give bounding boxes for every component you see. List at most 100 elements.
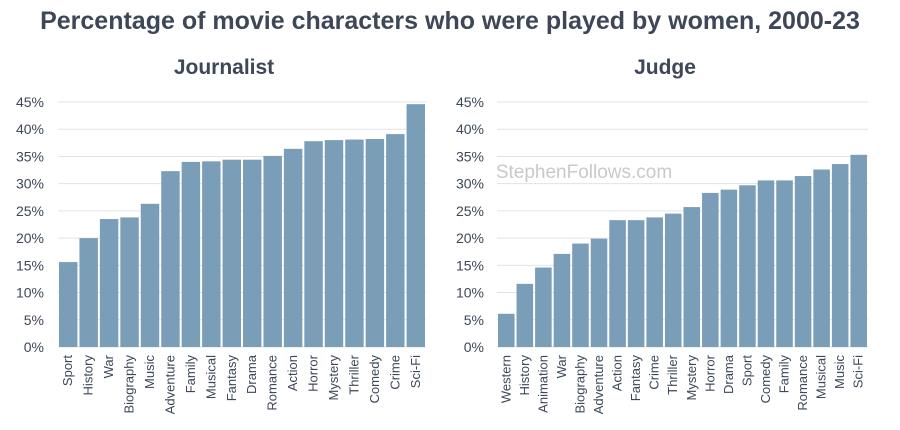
journalist-category-label: Horror	[306, 354, 321, 392]
journalist-y-tick-label: 45%	[16, 94, 44, 110]
judge-category-label: Animation	[535, 355, 550, 413]
journalist-bar-musical	[202, 161, 221, 347]
journalist-bar-action	[283, 148, 303, 347]
journalist-category-label: Adventure	[162, 355, 177, 414]
journalist-category-label: Thriller	[346, 354, 361, 394]
journalist-bar-sport	[59, 262, 78, 347]
judge-category-label: Fantasy	[628, 355, 643, 402]
judge-bar-music	[831, 164, 849, 347]
journalist-category-label: Mystery	[326, 355, 341, 401]
judge-category-label: Western	[498, 355, 513, 403]
journalist-category-label: Fantasy	[224, 355, 239, 402]
journalist-category-label: Drama	[244, 354, 259, 394]
judge-bar-horror	[702, 192, 719, 347]
judge-category-label: Music	[832, 355, 847, 389]
journalist-category-label: Musical	[203, 355, 218, 399]
journalist-category-label: Sci-Fi	[408, 355, 423, 388]
judge-bar-thriller	[664, 213, 682, 347]
judge-bar-action	[609, 220, 626, 347]
chart-main-title: Percentage of movie characters who were …	[40, 7, 860, 35]
judge-bar-war	[553, 253, 571, 347]
journalist-category-label: Crime	[387, 355, 402, 390]
journalist-category-label: Sport	[60, 355, 75, 386]
judge-category-label: Comedy	[758, 355, 773, 404]
journalist-category-label: Action	[285, 355, 300, 391]
judge-category-label: Biography	[572, 355, 587, 414]
judge-y-tick-label: 25%	[456, 203, 484, 219]
journalist-bar-drama	[243, 159, 262, 347]
judge-category-label: Sport	[739, 355, 754, 386]
judge-bar-animation	[535, 267, 552, 347]
journalist-y-tick-label: 20%	[16, 230, 44, 246]
journalist-category-label: Music	[142, 355, 157, 389]
judge-bar-western	[498, 313, 515, 347]
judge-y-tick-label: 0%	[464, 339, 484, 355]
judge-y-tick-label: 15%	[456, 257, 484, 273]
journalist-category-label: Family	[183, 355, 198, 394]
judge-bar-musical	[813, 169, 830, 347]
judge-y-tick-label: 45%	[456, 94, 484, 110]
journalist-bar-sci-fi	[406, 104, 425, 347]
journalist-bar-horror	[304, 141, 323, 347]
judge-category-label: Thriller	[665, 354, 680, 394]
judge-y-tick-label: 40%	[456, 121, 484, 137]
journalist-bar-history	[79, 238, 98, 347]
journalist-bar-family	[181, 161, 201, 347]
journalist-category-label: Romance	[265, 355, 280, 411]
judge-bar-fantasy	[627, 220, 645, 347]
journalist-panel-title: Journalist	[174, 56, 274, 79]
judge-bar-adventure	[590, 238, 608, 347]
judge-category-label: Drama	[721, 354, 736, 394]
judge-y-tick-label: 10%	[456, 285, 484, 301]
judge-category-label: Action	[610, 355, 625, 391]
judge-category-label: Crime	[647, 355, 662, 390]
judge-bar-sci-fi	[850, 154, 867, 347]
journalist-y-tick-label: 25%	[16, 203, 44, 219]
journalist-y-tick-label: 35%	[16, 148, 44, 164]
judge-bar-comedy	[757, 180, 775, 347]
judge-category-label: War	[554, 354, 569, 378]
journalist-chart: Journalist 0% 5% 10% 15% 20% 25% 30% 35% 40% 45% Sp…	[16, 56, 426, 414]
watermark: StephenFollows.com	[496, 162, 672, 183]
journalist-bar-adventure	[161, 171, 180, 347]
judge-panel-title: Judge	[634, 56, 696, 79]
journalist-category-label: War	[101, 354, 116, 378]
judge-y-tick-label: 20%	[456, 230, 484, 246]
journalist-category-label: History	[81, 355, 96, 396]
judge-category-label: Romance	[795, 355, 810, 411]
judge-category-label: Horror	[702, 354, 717, 392]
judge-category-label: Musical	[814, 355, 829, 399]
judge-y-tick-label: 35%	[456, 148, 484, 164]
journalist-y-tick-label: 30%	[16, 176, 44, 192]
journalist-bar-romance	[263, 155, 282, 347]
judge-category-label: Sci-Fi	[851, 355, 866, 388]
judge-bar-biography	[572, 243, 589, 347]
judge-chart: Judge 0% 5% 10% 15% 20% 25% 30% 35% 40% 45% Western…	[456, 56, 868, 414]
journalist-category-label: Comedy	[367, 355, 382, 404]
journalist-y-tick-label: 0%	[24, 339, 44, 355]
judge-bar-family	[776, 180, 793, 347]
journalist-bar-war	[99, 219, 119, 347]
journalist-bar-thriller	[345, 139, 364, 347]
judge-bar-drama	[720, 189, 738, 347]
judge-category-label: Mystery	[684, 355, 699, 401]
journalist-bar-mystery	[324, 140, 344, 347]
journalist-y-tick-label: 10%	[16, 285, 44, 301]
journalist-bar-comedy	[365, 139, 385, 347]
journalist-y-tick-label: 40%	[16, 121, 44, 137]
judge-y-tick-label: 5%	[464, 312, 484, 328]
journalist-bar-fantasy	[222, 159, 241, 347]
judge-bar-romance	[794, 176, 812, 347]
judge-bar-crime	[646, 217, 663, 347]
judge-category-label: History	[517, 355, 532, 396]
journalist-y-tick-label: 5%	[24, 312, 44, 328]
journalist-category-label: Biography	[122, 355, 137, 414]
judge-bar-mystery	[683, 207, 701, 347]
journalist-bar-biography	[120, 217, 139, 347]
journalist-bar-crime	[386, 134, 405, 347]
judge-y-tick-label: 30%	[456, 176, 484, 192]
judge-category-label: Family	[777, 355, 792, 394]
judge-bar-history	[516, 283, 534, 347]
journalist-y-tick-label: 15%	[16, 257, 44, 273]
